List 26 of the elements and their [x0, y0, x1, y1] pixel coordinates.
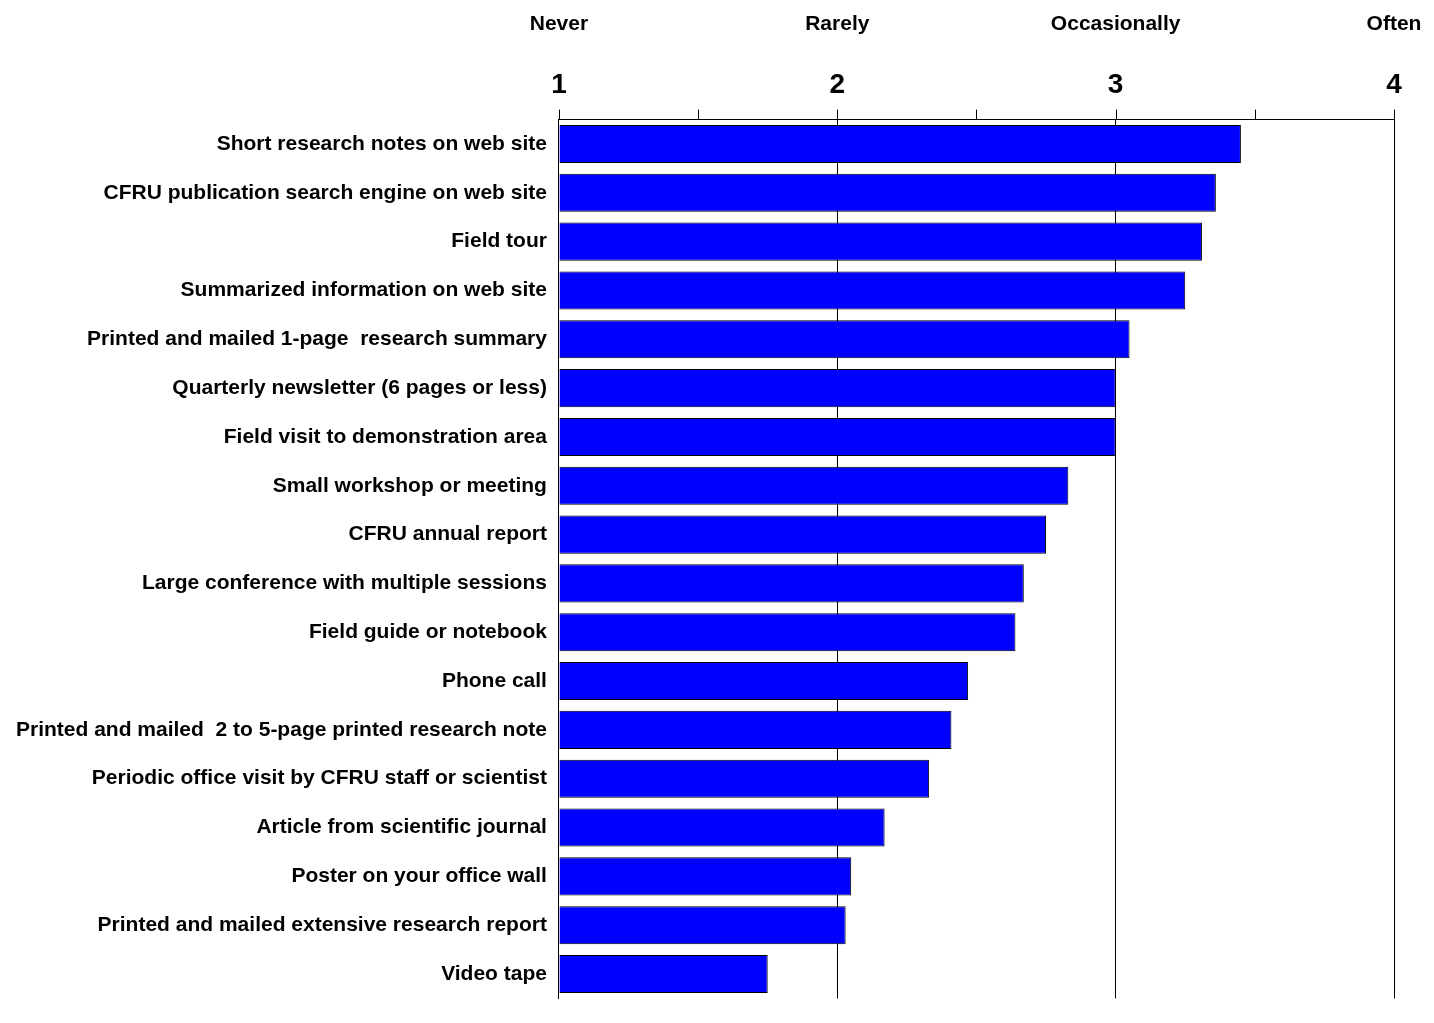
x-tick-label: 3 [1107, 67, 1124, 99]
x-tick-label: 1 [551, 67, 567, 99]
text: Occasionally [1050, 10, 1181, 34]
x-tick-label: 4 [1386, 67, 1403, 99]
y-tick-label: Article from scientific journal [256, 814, 547, 838]
y-tick-label: Video tape [441, 960, 547, 984]
y-tick-label: Quarterly newsletter (6 pages or less) [172, 374, 547, 398]
y-tick-label: Field tour [451, 228, 547, 252]
y-tick-label: Summarized information on web site [180, 277, 547, 301]
y-tick-label: Printed and mailed 1-page research summary [87, 326, 548, 350]
text: Rarely [805, 10, 870, 34]
y-tick-label: CFRU publication search engine on web site [103, 179, 547, 203]
text: Often [1366, 10, 1422, 34]
y-tick-label: Poster on your office wall [291, 863, 547, 887]
y-tick-label: CFRU annual report [348, 521, 547, 545]
x-tick-label: 2 [829, 67, 846, 99]
y-tick-label: Short research notes on web site [216, 130, 547, 154]
y-tick-label: Phone call [441, 667, 547, 691]
y-tick-label: Field guide or notebook [308, 619, 548, 643]
y-tick-label: Printed and mailed extensive research report [97, 911, 547, 935]
y-tick-label: Small workshop or meeting [272, 472, 547, 496]
y-tick-label: Large conference with multiple sessions [142, 570, 547, 594]
text: Never [529, 10, 589, 34]
y-tick-label: Field visit to demonstration area [223, 423, 548, 447]
y-tick-label: Printed and mailed 2 to 5-page printed research note [15, 716, 547, 740]
y-tick-label: Periodic office visit by CFRU staff or scientist [91, 765, 547, 789]
